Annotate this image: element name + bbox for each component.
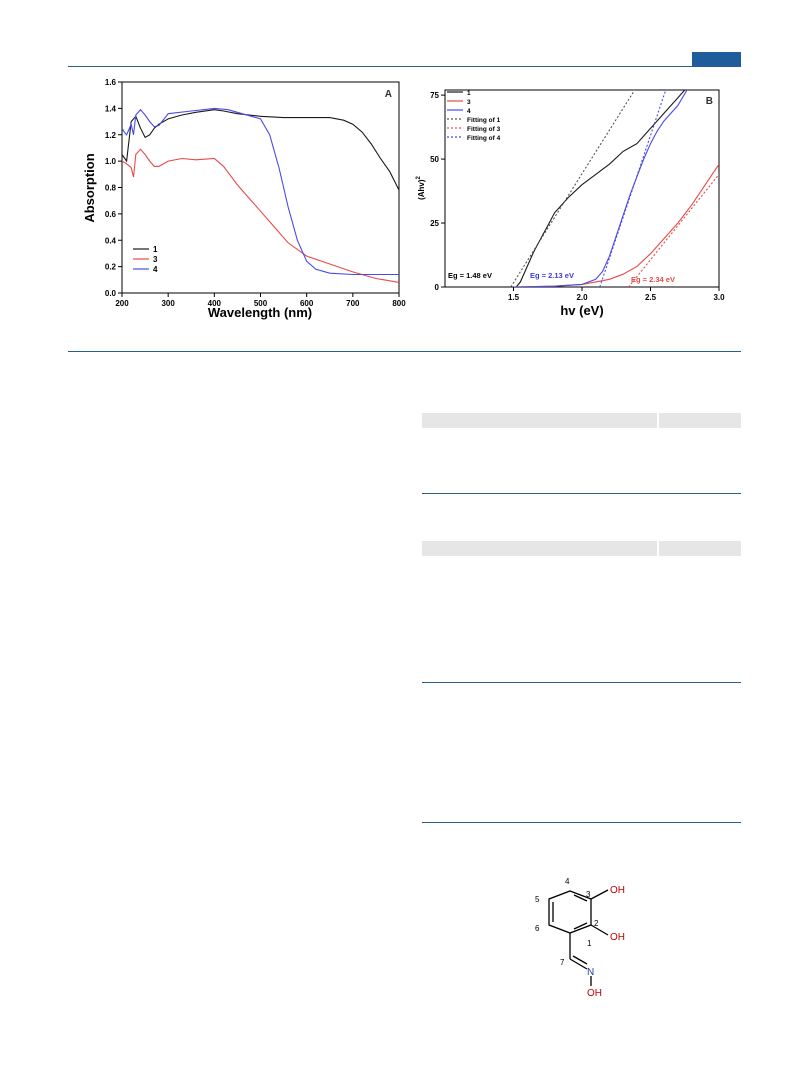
series-line-1 [121, 109, 400, 191]
series-line-4 [513, 90, 688, 287]
x-axis-ticks: 1.5 2.0 2.5 3.0 [508, 287, 725, 302]
series-lines [121, 107, 400, 283]
x-tick-label: 2.5 [645, 293, 657, 302]
atom-number: 7 [560, 958, 565, 967]
y-tick-label: 1.4 [105, 104, 117, 113]
series-line-4 [121, 107, 399, 276]
bandgap-label-4: Eg = 2.13 eV [530, 271, 574, 280]
benzene-ring [548, 890, 592, 934]
y-tick-label: 50 [430, 155, 439, 164]
series-line-fitting-of-3 [628, 174, 719, 287]
x-tick-label: 300 [161, 299, 175, 308]
y-axis-ticks: 0 25 50 75 [430, 91, 445, 292]
y-tick-label: 0 [435, 283, 440, 292]
table-2-header-divider [657, 541, 659, 556]
y-axis-title: Absorption [82, 153, 97, 222]
table-1-header-divider [657, 413, 659, 428]
series-line-1 [515, 90, 686, 287]
x-tick-label: 1.5 [508, 293, 520, 302]
legend-entry: Fitting of 4 [467, 135, 501, 142]
y-tick-label: 0.0 [105, 289, 117, 298]
panel-letter: A [385, 89, 392, 100]
table-2-rule [422, 682, 741, 683]
y-tick-label: 0.4 [105, 236, 117, 245]
hydroxyl-label: OH [610, 932, 625, 943]
y-tick-label: 1.0 [105, 157, 117, 166]
legend-entry: 3 [153, 255, 158, 264]
x-tick-label: 600 [300, 299, 314, 308]
series-line-3 [513, 163, 719, 287]
atom-number: 4 [565, 877, 570, 886]
x-tick-label: 3.0 [713, 293, 725, 302]
hydroxyl-label: OH [610, 885, 625, 896]
table-1-rule [422, 493, 741, 494]
legend-entry: 1 [467, 90, 471, 97]
bandgap-label-3: Eg = 2.34 eV [631, 275, 675, 284]
plot-frame [121, 81, 400, 294]
table-1-header [422, 413, 741, 428]
series-line-fitting-of-1 [510, 90, 636, 287]
x-axis-ticks: 200 300 400 500 600 700 800 [115, 293, 406, 308]
header-accent-tab [692, 52, 741, 66]
table-3-rule [422, 822, 741, 823]
y-tick-label: 1.2 [105, 131, 117, 140]
x-tick-label: 400 [208, 299, 222, 308]
atom-number: 6 [535, 924, 540, 933]
legend-entry: 1 [153, 245, 158, 254]
absorption-chart-panel-a: 200 300 400 500 600 700 800 0.0 0.2 0.4 0.6 0.8 1.0… [82, 78, 406, 320]
x-tick-label: 700 [346, 299, 360, 308]
figure-bottom-rule [68, 351, 741, 352]
y-tick-label: 0.6 [105, 210, 117, 219]
y-axis-title: (Ahv)2 [416, 175, 426, 199]
panel-letter: B [706, 96, 713, 107]
y-tick-label: 0.2 [105, 263, 117, 272]
x-tick-label: 800 [392, 299, 406, 308]
legend: 1 3 4 Fitting of 1 Fitting of 3 Fitting of 4 [447, 90, 501, 142]
y-tick-label: 25 [430, 219, 439, 228]
legend-entry: 4 [467, 108, 471, 115]
atom-number: 5 [535, 895, 540, 904]
legend-entry: 4 [153, 265, 158, 274]
atom-number: 3 [586, 890, 591, 899]
header-rule [68, 66, 741, 67]
y-tick-label: 0.8 [105, 184, 117, 193]
x-axis-title: hv (eV) [560, 303, 603, 318]
substituent-bonds [569, 889, 609, 986]
series-line-3 [121, 148, 400, 283]
x-axis-title: Wavelength (nm) [208, 305, 312, 320]
series-lines [510, 90, 719, 287]
atom-number: 2 [594, 919, 599, 928]
legend: 134 [133, 245, 158, 274]
y-tick-label: 75 [430, 91, 439, 100]
table-2-header [422, 541, 741, 556]
nitrogen-label: N [587, 967, 594, 978]
x-tick-label: 2.0 [576, 293, 588, 302]
oxime-hydroxyl-label: OH [587, 988, 602, 999]
legend-entry: Fitting of 1 [467, 117, 501, 124]
x-tick-label: 500 [254, 299, 268, 308]
legend-entry: 3 [467, 99, 471, 106]
y-tick-label: 1.6 [105, 78, 117, 87]
legend-entry: Fitting of 3 [467, 126, 501, 133]
x-tick-label: 200 [115, 299, 129, 308]
bandgap-label-1: Eg = 1.48 eV [448, 271, 492, 280]
y-axis-ticks: 0.0 0.2 0.4 0.6 0.8 1.0 1.2 1.4 1.6 [105, 78, 122, 298]
ligand-structure-diagram: OH OH N OH 1 2 3 4 5 6 7 [535, 877, 625, 999]
atom-number: 1 [587, 939, 592, 948]
tauc-plot-panel-b: 1.5 2.0 2.5 3.0 0 25 50 75 B hv (eV) (Ahv)2 1 3… [416, 89, 725, 318]
